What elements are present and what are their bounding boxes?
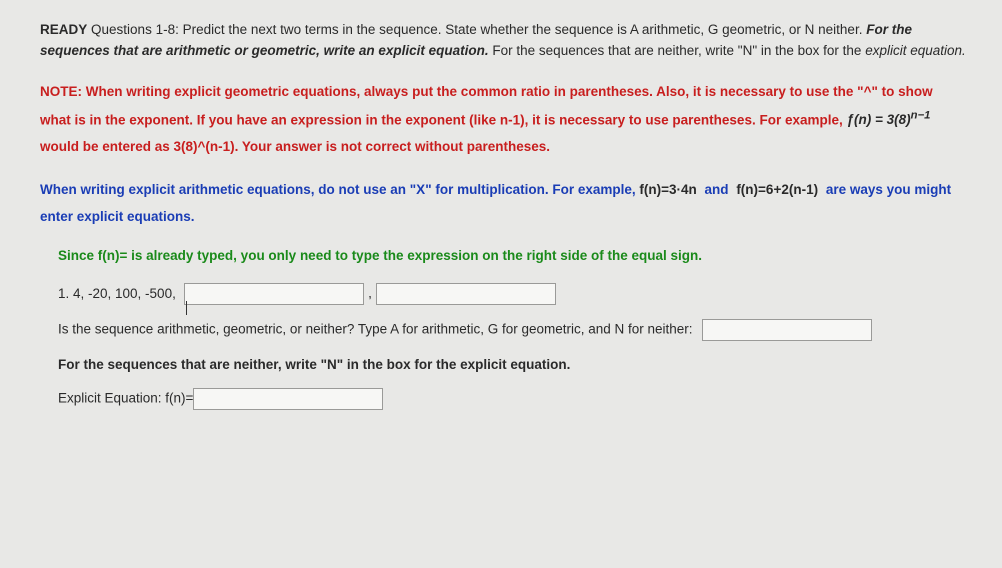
q1-label: 1. 4, -20, 100, -500, [58, 284, 176, 305]
ready-plain-2: For the sequences that are neither, writ… [492, 43, 861, 58]
note-formula: ƒ(n) = 3(8)n−1 [847, 112, 931, 127]
q1-classify-row: Is the sequence arithmetic, geometric, o… [40, 319, 966, 341]
ready-instructions: READY Questions 1-8: Predict the next tw… [40, 20, 966, 62]
note-eq-b: f(n)=6+2(n-1) [736, 182, 818, 197]
q1-term6-input[interactable] [376, 283, 556, 305]
note-green-line: Since f(n)= is already typed, you only n… [40, 246, 966, 267]
q1-explicit-input[interactable] [193, 388, 383, 410]
q1-explicit-label: Explicit Equation: f(n)= [58, 391, 193, 406]
ready-label: READY [40, 22, 87, 37]
q1-term5-input[interactable] [184, 283, 364, 305]
q1-neither-note: For the sequences that are neither, writ… [40, 355, 966, 376]
note-red-1: When writing explicit geometric equation… [40, 84, 933, 128]
ready-qrange: Questions 1-8: [91, 22, 179, 37]
ready-main-instr: Predict the next two terms in the sequen… [183, 22, 863, 37]
q1-classify-prompt: Is the sequence arithmetic, geometric, o… [58, 322, 693, 337]
note-eq-a: f(n)=3·4n [639, 182, 696, 197]
note-red-block: NOTE: When writing explicit geometric eq… [40, 78, 966, 161]
note-blue-block: When writing explicit arithmetic equatio… [40, 176, 966, 230]
note-and: and [705, 182, 729, 197]
q1-explicit-row: Explicit Equation: f(n)= [40, 388, 966, 410]
ready-ital-tail: explicit equation. [865, 43, 966, 58]
note-prefix: NOTE: [40, 84, 86, 99]
comma-sep: , [368, 286, 376, 301]
q1-classify-input[interactable] [702, 319, 872, 341]
note-red-2: would be entered as 3(8)^(n-1). Your ans… [40, 139, 550, 154]
q1-sequence-row: 1. 4, -20, 100, -500, , [40, 283, 966, 305]
note-green: Since f(n)= is already typed, you only n… [58, 248, 702, 263]
note-blue-1: When writing explicit arithmetic equatio… [40, 182, 636, 197]
